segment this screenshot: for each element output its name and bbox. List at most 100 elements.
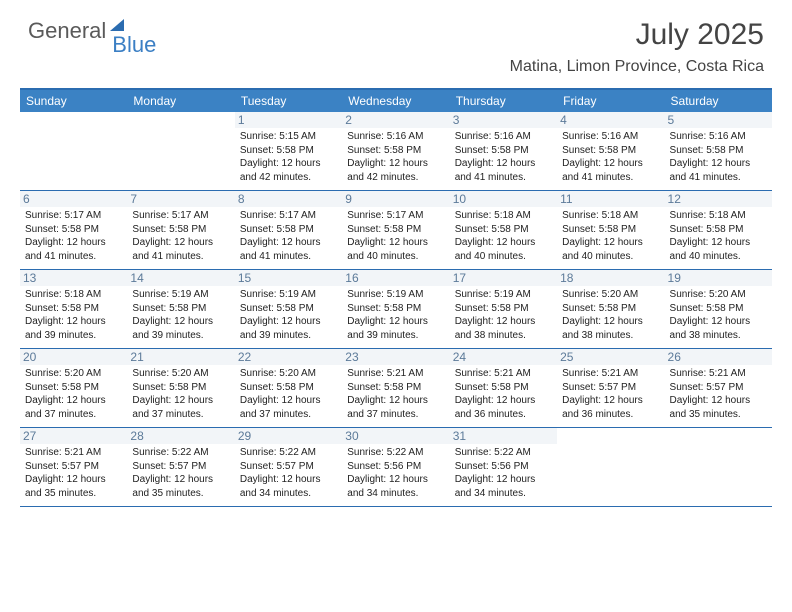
daylight-line: Daylight: 12 hours and 40 minutes. <box>562 236 659 263</box>
day-cell: 19Sunrise: 5:20 AMSunset: 5:58 PMDayligh… <box>665 270 772 348</box>
day-cell: 26Sunrise: 5:21 AMSunset: 5:57 PMDayligh… <box>665 349 772 427</box>
sunset-line: Sunset: 5:58 PM <box>25 223 122 237</box>
sunset-line: Sunset: 5:58 PM <box>562 144 659 158</box>
sunrise-line: Sunrise: 5:19 AM <box>455 288 552 302</box>
sunrise-line: Sunrise: 5:21 AM <box>670 367 767 381</box>
day-cell: 15Sunrise: 5:19 AMSunset: 5:58 PMDayligh… <box>235 270 342 348</box>
day-number: 4 <box>557 112 664 128</box>
sunrise-line: Sunrise: 5:22 AM <box>132 446 229 460</box>
daylight-line: Daylight: 12 hours and 39 minutes. <box>25 315 122 342</box>
sunrise-line: Sunrise: 5:20 AM <box>25 367 122 381</box>
day-number: 23 <box>342 349 449 365</box>
day-header: Sunday <box>20 90 127 112</box>
sunrise-line: Sunrise: 5:22 AM <box>455 446 552 460</box>
day-cell: 25Sunrise: 5:21 AMSunset: 5:57 PMDayligh… <box>557 349 664 427</box>
sunrise-line: Sunrise: 5:16 AM <box>562 130 659 144</box>
daylight-line: Daylight: 12 hours and 40 minutes. <box>455 236 552 263</box>
sunset-line: Sunset: 5:57 PM <box>562 381 659 395</box>
sunrise-line: Sunrise: 5:20 AM <box>670 288 767 302</box>
day-number: 31 <box>450 428 557 444</box>
daylight-line: Daylight: 12 hours and 42 minutes. <box>347 157 444 184</box>
day-number: 16 <box>342 270 449 286</box>
sunrise-line: Sunrise: 5:18 AM <box>455 209 552 223</box>
day-cell: 12Sunrise: 5:18 AMSunset: 5:58 PMDayligh… <box>665 191 772 269</box>
week-row: 1Sunrise: 5:15 AMSunset: 5:58 PMDaylight… <box>20 112 772 191</box>
sunset-line: Sunset: 5:58 PM <box>670 223 767 237</box>
sunset-line: Sunset: 5:58 PM <box>240 302 337 316</box>
day-header-row: SundayMondayTuesdayWednesdayThursdayFrid… <box>20 90 772 112</box>
day-number: 15 <box>235 270 342 286</box>
sunset-line: Sunset: 5:58 PM <box>347 144 444 158</box>
sunset-line: Sunset: 5:58 PM <box>670 302 767 316</box>
sunrise-line: Sunrise: 5:22 AM <box>240 446 337 460</box>
day-header: Saturday <box>665 90 772 112</box>
day-number: 19 <box>665 270 772 286</box>
sunrise-line: Sunrise: 5:22 AM <box>347 446 444 460</box>
sunrise-line: Sunrise: 5:19 AM <box>132 288 229 302</box>
day-cell: 7Sunrise: 5:17 AMSunset: 5:58 PMDaylight… <box>127 191 234 269</box>
sunrise-line: Sunrise: 5:21 AM <box>455 367 552 381</box>
day-number: 5 <box>665 112 772 128</box>
sunset-line: Sunset: 5:58 PM <box>455 381 552 395</box>
day-cell: 13Sunrise: 5:18 AMSunset: 5:58 PMDayligh… <box>20 270 127 348</box>
week-row: 20Sunrise: 5:20 AMSunset: 5:58 PMDayligh… <box>20 349 772 428</box>
location-text: Matina, Limon Province, Costa Rica <box>510 58 764 76</box>
sunrise-line: Sunrise: 5:17 AM <box>132 209 229 223</box>
day-number: 13 <box>20 270 127 286</box>
sunrise-line: Sunrise: 5:15 AM <box>240 130 337 144</box>
daylight-line: Daylight: 12 hours and 34 minutes. <box>455 473 552 500</box>
header: General Blue July 2025 Matina, Limon Pro… <box>0 0 792 80</box>
daylight-line: Daylight: 12 hours and 37 minutes. <box>240 394 337 421</box>
day-number: 3 <box>450 112 557 128</box>
daylight-line: Daylight: 12 hours and 35 minutes. <box>132 473 229 500</box>
day-cell: 4Sunrise: 5:16 AMSunset: 5:58 PMDaylight… <box>557 112 664 190</box>
brand-logo: General Blue <box>28 18 170 44</box>
brand-triangle-icon <box>110 19 124 31</box>
day-number: 17 <box>450 270 557 286</box>
day-number: 22 <box>235 349 342 365</box>
day-number: 27 <box>20 428 127 444</box>
day-number: 12 <box>665 191 772 207</box>
day-number: 1 <box>235 112 342 128</box>
daylight-line: Daylight: 12 hours and 37 minutes. <box>25 394 122 421</box>
day-number: 30 <box>342 428 449 444</box>
day-number: 25 <box>557 349 664 365</box>
daylight-line: Daylight: 12 hours and 40 minutes. <box>347 236 444 263</box>
sunrise-line: Sunrise: 5:18 AM <box>25 288 122 302</box>
day-cell: 27Sunrise: 5:21 AMSunset: 5:57 PMDayligh… <box>20 428 127 506</box>
daylight-line: Daylight: 12 hours and 36 minutes. <box>455 394 552 421</box>
day-number: 26 <box>665 349 772 365</box>
sunset-line: Sunset: 5:58 PM <box>240 144 337 158</box>
weeks-container: 1Sunrise: 5:15 AMSunset: 5:58 PMDaylight… <box>20 112 772 507</box>
brand-part2: Blue <box>112 32 156 58</box>
empty-cell <box>20 112 127 190</box>
empty-cell <box>127 112 234 190</box>
day-cell: 14Sunrise: 5:19 AMSunset: 5:58 PMDayligh… <box>127 270 234 348</box>
day-cell: 3Sunrise: 5:16 AMSunset: 5:58 PMDaylight… <box>450 112 557 190</box>
sunset-line: Sunset: 5:58 PM <box>562 302 659 316</box>
daylight-line: Daylight: 12 hours and 37 minutes. <box>132 394 229 421</box>
sunrise-line: Sunrise: 5:16 AM <box>455 130 552 144</box>
day-cell: 18 Sunrise: 5:20 AMSunset: 5:58 PMDayligh… <box>557 270 664 348</box>
calendar: SundayMondayTuesdayWednesdayThursdayFrid… <box>20 88 772 507</box>
daylight-line: Daylight: 12 hours and 38 minutes. <box>562 315 659 342</box>
sunset-line: Sunset: 5:58 PM <box>670 144 767 158</box>
sunset-line: Sunset: 5:58 PM <box>132 302 229 316</box>
day-number: 18 <box>557 270 664 286</box>
sunrise-line: Sunrise: 5:20 AM <box>562 288 659 302</box>
sunset-line: Sunset: 5:57 PM <box>25 460 122 474</box>
day-number: 24 <box>450 349 557 365</box>
daylight-line: Daylight: 12 hours and 41 minutes. <box>455 157 552 184</box>
sunrise-line: Sunrise: 5:19 AM <box>347 288 444 302</box>
sunset-line: Sunset: 5:57 PM <box>240 460 337 474</box>
sunset-line: Sunset: 5:58 PM <box>240 381 337 395</box>
sunset-line: Sunset: 5:58 PM <box>455 302 552 316</box>
day-header: Monday <box>127 90 234 112</box>
month-title: July 2025 <box>510 18 764 52</box>
sunset-line: Sunset: 5:58 PM <box>25 381 122 395</box>
daylight-line: Daylight: 12 hours and 37 minutes. <box>347 394 444 421</box>
sunset-line: Sunset: 5:56 PM <box>347 460 444 474</box>
day-cell: 2Sunrise: 5:16 AMSunset: 5:58 PMDaylight… <box>342 112 449 190</box>
day-number: 10 <box>450 191 557 207</box>
daylight-line: Daylight: 12 hours and 35 minutes. <box>670 394 767 421</box>
